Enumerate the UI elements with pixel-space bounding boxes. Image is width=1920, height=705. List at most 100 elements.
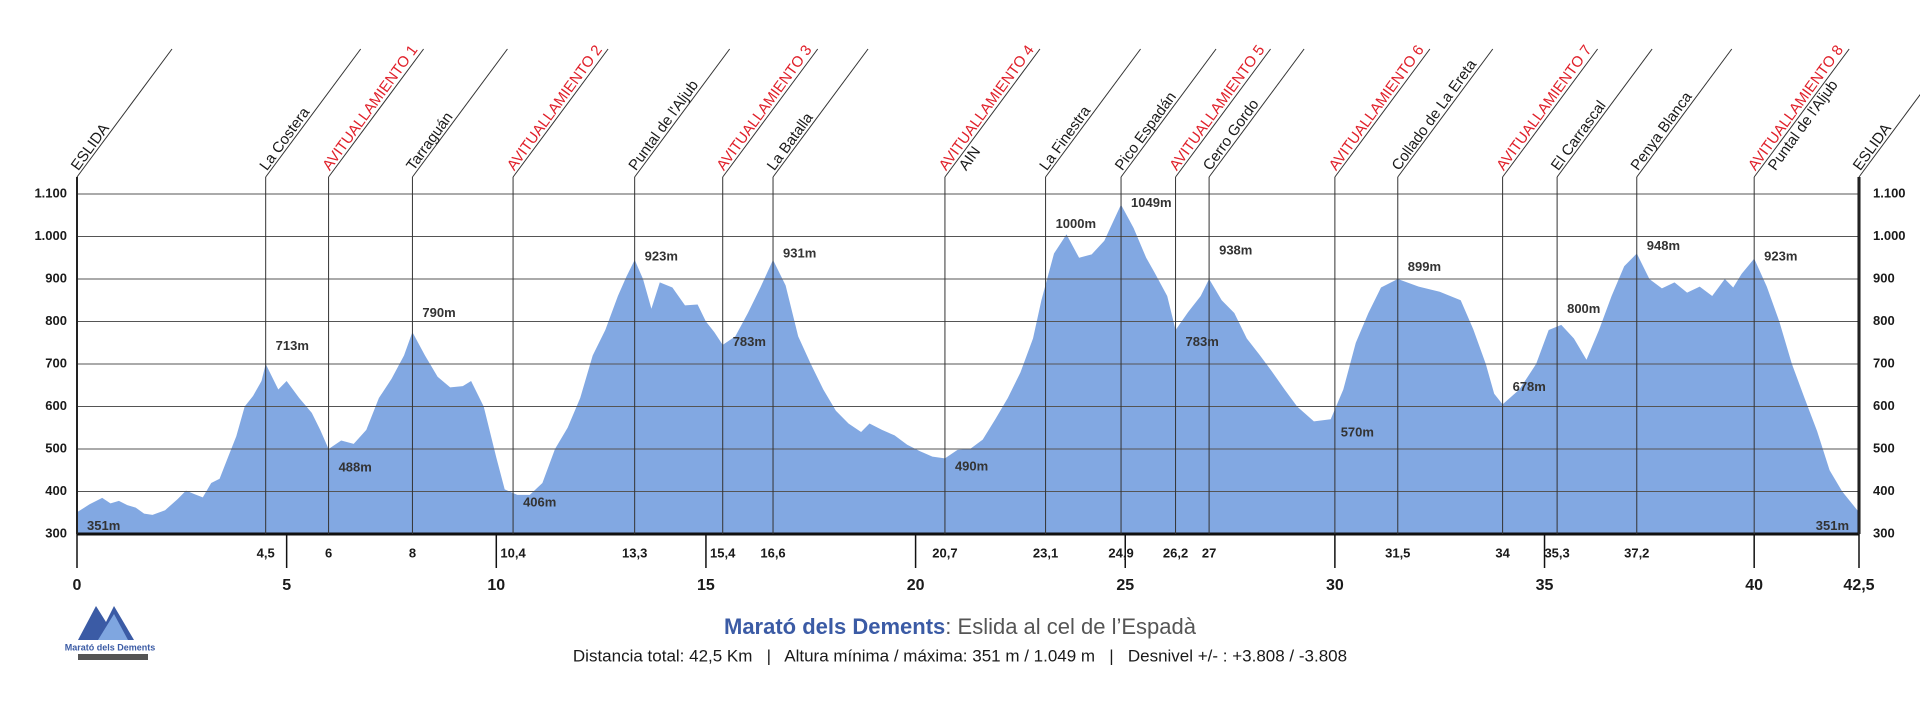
- x-tick-label: 0: [73, 577, 82, 594]
- waypoint-label: Tarraguán: [403, 109, 456, 174]
- waypoint-km: 37,2: [1624, 545, 1649, 560]
- y-tick-label-right: 1.000: [1873, 228, 1906, 243]
- waypoint-km: 20,7: [932, 545, 957, 560]
- y-tick-label-right: 400: [1873, 483, 1895, 498]
- elevation-label: 488m: [339, 460, 372, 475]
- waypoint-leader: [412, 48, 508, 178]
- waypoint-km: 8: [409, 545, 416, 560]
- elevation-label: 1049m: [1131, 195, 1171, 210]
- elevation-label: 406m: [523, 494, 556, 509]
- waypoint-km: 13,3: [622, 545, 647, 560]
- x-tick-label: 10: [487, 577, 505, 594]
- waypoint-km: 24,9: [1108, 545, 1133, 560]
- elevation-label: 678m: [1513, 379, 1546, 394]
- waypoint-km: 16,6: [760, 545, 785, 560]
- elevation-label: 948m: [1647, 238, 1680, 253]
- waypoint-label: Penya Blanca: [1627, 88, 1696, 173]
- waypoint-label: ESLIDA: [68, 121, 113, 174]
- x-tick-label: 30: [1326, 577, 1344, 594]
- x-tick-label: 25: [1116, 577, 1134, 594]
- title-main: Marató dels Dements: [724, 614, 945, 639]
- waypoint-km: 27: [1202, 545, 1216, 560]
- waypoint-leader: [1208, 48, 1305, 178]
- elevation-label: 351m: [1816, 518, 1849, 533]
- waypoint-label: ESLIDA: [1850, 121, 1895, 174]
- waypoint-leader: [772, 48, 869, 178]
- waypoint-leader: [1045, 48, 1141, 178]
- title-rest: : Eslida al cel de l’Espadà: [945, 614, 1196, 639]
- elevation-label: 790m: [422, 305, 455, 320]
- elevation-label: 783m: [733, 334, 766, 349]
- waypoint-label: AVITUALLAMIENTO 3: [713, 42, 815, 174]
- elevation-label: 899m: [1408, 259, 1441, 274]
- y-tick-label-right: 600: [1873, 398, 1895, 413]
- x-tick-label: 42,5: [1843, 577, 1874, 594]
- elevation-label: 931m: [783, 245, 816, 260]
- waypoint-leader: [1120, 48, 1217, 178]
- elevation-label: 783m: [1186, 334, 1219, 349]
- waypoint-label: AVITUALLAMIENTO 1: [319, 42, 421, 174]
- x-tick-label: 40: [1745, 577, 1763, 594]
- waypoint-leader: [634, 48, 731, 178]
- waypoint-km: 35,3: [1544, 545, 1569, 560]
- waypoint-leader: [76, 48, 173, 178]
- waypoint-leader: [265, 48, 362, 178]
- elevation-label: 570m: [1341, 425, 1374, 440]
- y-tick-label: 700: [45, 355, 67, 370]
- waypoint-leader: [1397, 48, 1494, 178]
- waypoint-label: AVITUALLAMIENTO 8: [1745, 42, 1847, 174]
- y-tick-label-right: 900: [1873, 270, 1895, 285]
- waypoint-leader: [944, 48, 1041, 178]
- waypoint-label: Puntal de l'Aljub: [625, 77, 702, 174]
- chart-subtitle: Distancia total: 42,5 Km | Altura mínima…: [573, 646, 1347, 665]
- waypoint-leader: [1175, 48, 1271, 178]
- y-tick-label-right: 700: [1873, 355, 1895, 370]
- elevation-label: 923m: [1764, 249, 1797, 264]
- elevation-label: 800m: [1567, 301, 1600, 316]
- y-tick-label: 1.100: [34, 185, 67, 200]
- waypoint-label: La Costera: [256, 104, 313, 174]
- elevation-label: 1000m: [1056, 216, 1096, 231]
- waypoint-leader: [1636, 48, 1733, 178]
- elevation-label: 713m: [276, 338, 309, 353]
- waypoint-label: AVITUALLAMIENTO 7: [1493, 42, 1595, 174]
- waypoint-label: AVITUALLAMIENTO 2: [504, 42, 606, 174]
- y-tick-label: 900: [45, 270, 67, 285]
- waypoint-km: 23,1: [1033, 545, 1058, 560]
- waypoint-leader: [722, 48, 819, 178]
- x-tick-label: 20: [907, 577, 925, 594]
- waypoint-km: 31,5: [1385, 545, 1410, 560]
- x-tick-label: 5: [282, 577, 291, 594]
- waypoint-km: 15,4: [710, 545, 736, 560]
- x-tick-label: 15: [697, 577, 715, 594]
- waypoint-label: AVITUALLAMIENTO 4: [936, 42, 1038, 174]
- y-tick-label-right: 1.100: [1873, 185, 1906, 200]
- waypoint-km: 4,5: [257, 545, 275, 560]
- waypoint-leader: [1753, 48, 1850, 178]
- y-tick-label: 400: [45, 483, 67, 498]
- waypoint-leader: [1858, 93, 1920, 178]
- y-tick-label-right: 500: [1873, 440, 1895, 455]
- x-tick-label: 35: [1536, 577, 1554, 594]
- chart-title: Marató dels Dements: Eslida al cel de l’…: [724, 614, 1197, 639]
- elevation-label: 490m: [955, 459, 988, 474]
- y-tick-label-right: 300: [1873, 525, 1895, 540]
- waypoint-km: 34: [1495, 545, 1510, 560]
- waypoint-leader: [512, 48, 609, 178]
- waypoint-leader: [1502, 48, 1599, 178]
- waypoint-leader: [1334, 48, 1431, 178]
- waypoint-km: 6: [325, 545, 332, 560]
- waypoint-km: 26,2: [1163, 545, 1188, 560]
- elevation-label: 938m: [1219, 242, 1252, 257]
- y-tick-label: 300: [45, 525, 67, 540]
- y-tick-label: 1.000: [34, 228, 67, 243]
- waypoint-leader: [1556, 48, 1653, 178]
- y-tick-label: 500: [45, 440, 67, 455]
- waypoint-label: La Batalla: [764, 109, 817, 173]
- logo-text: Marató dels Dements: [65, 642, 156, 652]
- waypoint-leader: [328, 48, 424, 178]
- logo-bar: [78, 654, 148, 660]
- waypoint-label: La Finestra: [1036, 102, 1094, 173]
